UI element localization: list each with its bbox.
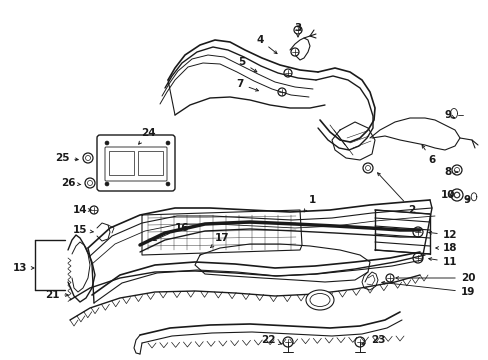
Text: 4: 4 xyxy=(256,35,277,54)
Text: 22: 22 xyxy=(260,335,281,345)
Text: 14: 14 xyxy=(73,205,91,215)
Text: 12: 12 xyxy=(428,230,456,240)
FancyBboxPatch shape xyxy=(105,147,167,181)
FancyBboxPatch shape xyxy=(109,151,134,175)
Text: 6: 6 xyxy=(421,145,435,165)
Text: 1: 1 xyxy=(304,195,315,212)
FancyBboxPatch shape xyxy=(138,151,163,175)
Text: 2: 2 xyxy=(377,173,415,215)
Ellipse shape xyxy=(305,290,333,310)
Text: 19: 19 xyxy=(381,282,474,297)
Text: 11: 11 xyxy=(428,257,456,267)
Text: 17: 17 xyxy=(210,233,229,248)
Text: 10: 10 xyxy=(440,190,454,200)
Text: 8: 8 xyxy=(444,167,456,177)
Circle shape xyxy=(165,141,170,145)
Ellipse shape xyxy=(309,293,329,306)
Text: 25: 25 xyxy=(55,153,78,163)
Text: 20: 20 xyxy=(395,273,474,283)
Text: 23: 23 xyxy=(361,335,385,345)
Text: 15: 15 xyxy=(73,225,93,235)
Text: 21: 21 xyxy=(45,290,68,300)
Text: 24: 24 xyxy=(139,128,155,144)
Text: 3: 3 xyxy=(294,23,301,37)
Text: 18: 18 xyxy=(435,243,456,253)
Circle shape xyxy=(105,141,109,145)
Text: 7: 7 xyxy=(236,79,258,91)
Text: 9: 9 xyxy=(444,110,453,120)
Circle shape xyxy=(105,182,109,186)
Text: 26: 26 xyxy=(61,178,81,188)
Text: 9: 9 xyxy=(463,195,469,205)
Text: 16: 16 xyxy=(153,223,189,240)
Circle shape xyxy=(165,182,170,186)
Text: 5: 5 xyxy=(238,57,256,72)
Text: 13: 13 xyxy=(13,263,34,273)
FancyBboxPatch shape xyxy=(97,135,175,191)
